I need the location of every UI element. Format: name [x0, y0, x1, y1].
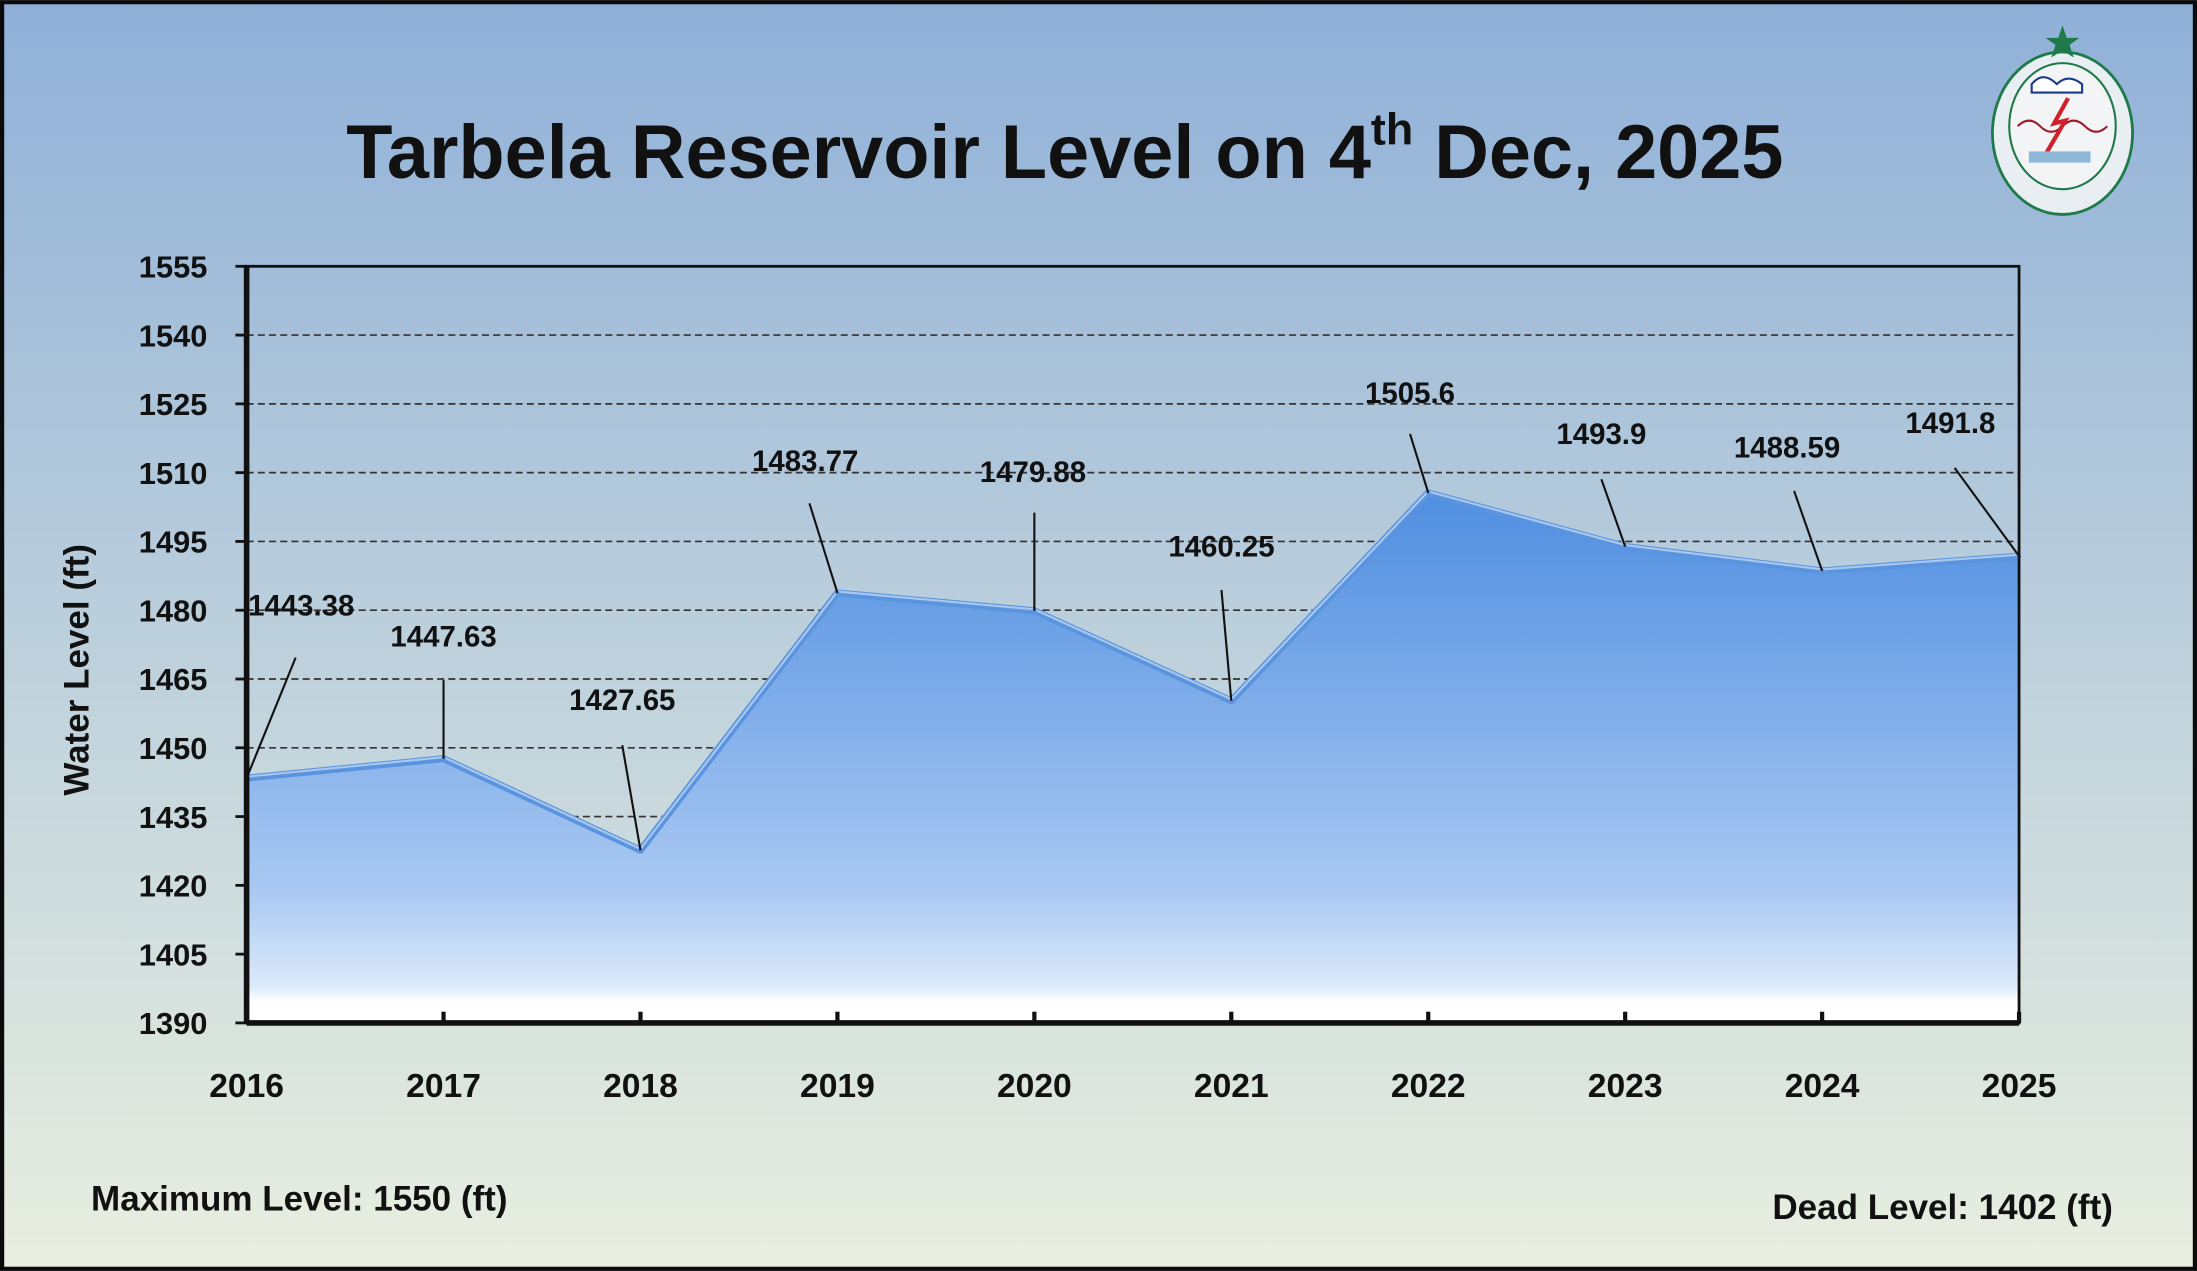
y-tick-label: 1465 — [139, 662, 208, 697]
y-tick-label: 1510 — [139, 456, 208, 491]
star-icon — [2045, 25, 2080, 58]
x-tick-label: 2021 — [1194, 1068, 1269, 1105]
x-tick-label: 2020 — [997, 1068, 1072, 1105]
data-label: 1460.25 — [1168, 530, 1274, 563]
x-tick-label: 2018 — [603, 1068, 678, 1105]
leader-line — [1409, 433, 1430, 494]
x-tick-label: 2025 — [1982, 1068, 2057, 1105]
y-tick-label: 1420 — [139, 869, 208, 904]
axes — [235, 264, 2022, 1026]
x-tick-label: 2022 — [1391, 1068, 1466, 1105]
data-label: 1479.88 — [980, 456, 1086, 489]
area-series — [244, 489, 2022, 1023]
area-fill — [246, 492, 2020, 1023]
pmd-logo — [1991, 25, 2134, 216]
data-label: 1505.6 — [1365, 377, 1455, 410]
y-tick-label: 1525 — [139, 387, 208, 422]
y-tick-label: 1495 — [139, 525, 208, 560]
data-label: 1491.8 — [1905, 407, 1995, 440]
data-label: 1427.65 — [569, 684, 675, 717]
leader-line — [1220, 589, 1233, 701]
dead-level-note: Dead Level: 1402 (ft) — [1772, 1188, 2113, 1227]
y-tick-labels: 1390 1405 1420 1435 1450 1465 1480 1495 1510 1525… — [139, 250, 208, 1042]
leader-line — [1953, 467, 2020, 557]
x-tick-label: 2023 — [1588, 1068, 1663, 1105]
y-tick-label: 1555 — [139, 250, 208, 285]
y-tick-label: 1480 — [139, 593, 208, 628]
chart-title: Tarbela Reservoir Level on 4th Dec, 2025 — [346, 103, 1783, 195]
y-tick-label: 1390 — [139, 1006, 208, 1041]
data-label: 1447.63 — [390, 621, 496, 654]
data-label: 1483.77 — [752, 445, 858, 478]
leader-line — [245, 657, 297, 779]
data-label: 1493.9 — [1556, 418, 1646, 451]
y-tick-label: 1540 — [139, 318, 208, 353]
x-tick-label: 2019 — [800, 1068, 875, 1105]
x-tick-label: 2016 — [209, 1068, 284, 1105]
data-label: 1443.38 — [248, 590, 354, 623]
leader-line — [621, 745, 642, 851]
y-axis-label: Water Level (ft) — [57, 544, 96, 796]
max-level-note: Maximum Level: 1550 (ft) — [91, 1180, 507, 1219]
x-tick-label: 2024 — [1785, 1068, 1860, 1105]
y-tick-label: 1450 — [139, 731, 208, 766]
x-tick-labels: 2016 2017 2018 2019 2020 2021 2022 2023 2024 2025 — [209, 1068, 2056, 1105]
y-tick-label: 1435 — [139, 800, 208, 835]
data-label: 1488.59 — [1734, 431, 1840, 464]
series-line — [246, 489, 2020, 854]
series-highlight — [246, 490, 2020, 851]
data-labels: 1443.38 1447.63 1427.65 1483.77 1479.88 1460.… — [245, 377, 2020, 851]
x-tick-label: 2017 — [406, 1068, 481, 1105]
leader-line — [808, 502, 839, 594]
leader-line — [1600, 478, 1627, 547]
leader-line — [1793, 490, 1824, 572]
y-tick-label: 1405 — [139, 937, 208, 972]
